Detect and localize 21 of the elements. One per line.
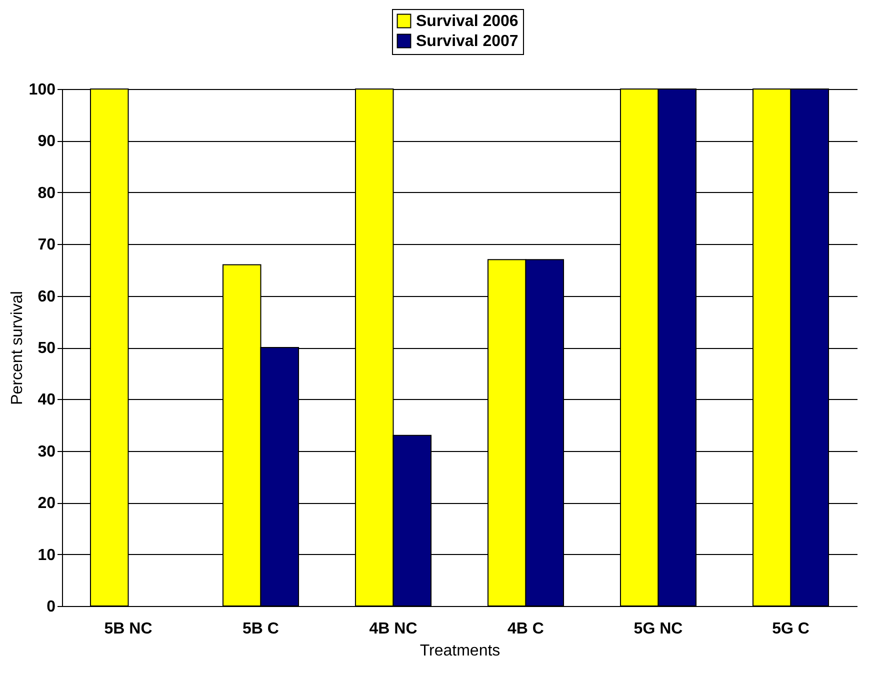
x-tick-label: 5B NC — [104, 620, 153, 638]
x-tick-label: 5G NC — [634, 620, 684, 638]
x-axis-title: Treatments — [420, 642, 500, 660]
y-tick-label: 40 — [38, 392, 56, 409]
y-tick-label: 20 — [38, 495, 56, 512]
y-tick-label: 10 — [38, 546, 56, 564]
legend-label: Survival 2007 — [416, 33, 518, 50]
y-tick-label: 70 — [38, 236, 56, 254]
y-tick-label: 90 — [38, 133, 56, 150]
y-axis-title: Percent survival — [8, 291, 26, 405]
y-tick-label: 50 — [38, 340, 56, 357]
y-tick-label: 100 — [28, 82, 56, 98]
x-tick-label: 5B C — [242, 620, 280, 638]
x-tick-label: 4B NC — [369, 620, 418, 638]
y-tick-label: 60 — [38, 288, 56, 306]
y-tick-label: 80 — [38, 184, 56, 202]
legend-label: Survival 2006 — [416, 13, 518, 30]
y-tick-label: 0 — [46, 598, 56, 616]
x-tick-label: 5G C — [772, 620, 810, 638]
y-tick-label: 30 — [38, 443, 56, 460]
x-tick-label: 4B C — [508, 620, 544, 638]
